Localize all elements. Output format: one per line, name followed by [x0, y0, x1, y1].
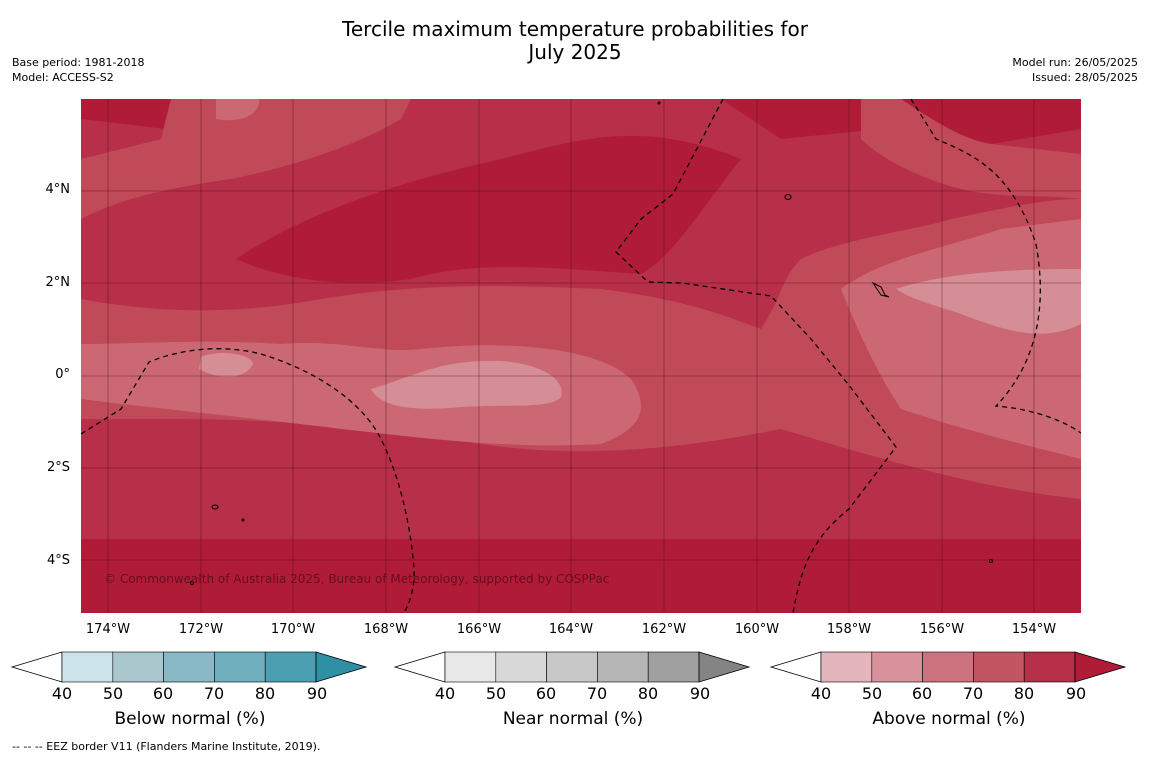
- lon-label-172w: 172°W: [178, 622, 224, 637]
- graticule: [81, 99, 1081, 613]
- lon-label-158w: 158°W: [826, 622, 872, 637]
- colorbar-above-swatches: [769, 651, 1127, 683]
- dark-tongue-north: [236, 135, 741, 283]
- colorbar-swatch: [264, 651, 317, 683]
- colorbar-above-normal: [769, 651, 1127, 683]
- colorbar-below-ticks: 40 50 60 70 80 90: [10, 684, 370, 704]
- colorbar-extend-low: [769, 651, 822, 683]
- lon-label-164w: 164°W: [548, 622, 594, 637]
- colorbar-extend-high: [698, 651, 751, 683]
- band-50-west-patch: [199, 353, 253, 377]
- base-period-text: Base period: 1981-2018: [12, 56, 145, 69]
- islands: [190, 101, 993, 585]
- colorbar-above-ticks: 40 50 60 70 80 90: [769, 684, 1129, 704]
- tick-label: 40: [810, 684, 832, 703]
- colorbar-below-normal: [10, 651, 368, 683]
- lon-label-168w: 168°W: [363, 622, 409, 637]
- lon-label-170w: 170°W: [270, 622, 316, 637]
- colorbar-swatch: [820, 651, 873, 683]
- tick-label: 70: [203, 684, 225, 703]
- tick-label: 80: [1013, 684, 1035, 703]
- tick-label: 70: [962, 684, 984, 703]
- tick-label: 90: [689, 684, 711, 703]
- colorbar-near-ticks: 40 50 60 70 80 90: [393, 684, 753, 704]
- colorbar-swatch: [444, 651, 497, 683]
- colorbar-swatch: [546, 651, 598, 683]
- map-title: Tercile maximum temperature probabilitie…: [0, 18, 1150, 64]
- band-70-northwest: [81, 99, 411, 219]
- probability-map: [81, 99, 1081, 613]
- tick-label: 40: [51, 684, 73, 703]
- tick-label: 50: [861, 684, 883, 703]
- colorbar-swatch: [61, 651, 114, 683]
- tick-label: 50: [102, 684, 124, 703]
- tick-label: 60: [535, 684, 557, 703]
- colorbar-above-label: Above normal (%): [872, 709, 1026, 729]
- colorbar-near-swatches: [393, 651, 751, 683]
- colorbar-near-normal: [393, 651, 751, 683]
- copyright-notice: © Commonwealth of Australia 2025, Bureau…: [104, 572, 610, 586]
- colorbar-near-label: Near normal (%): [502, 709, 644, 729]
- lon-label-174w: 174°W: [85, 622, 131, 637]
- lon-label-156w: 156°W: [919, 622, 965, 637]
- issued-text: Issued: 28/05/2025: [1031, 71, 1138, 84]
- tick-label: 60: [911, 684, 933, 703]
- colorbar-swatch: [973, 651, 1025, 683]
- colorbar-swatch: [1023, 651, 1076, 683]
- base-period-info: Base period: 1981-2018 Model: ACCESS-S2: [12, 55, 144, 85]
- tick-label: 90: [1065, 684, 1087, 703]
- lat-label-2n: 2°N: [45, 275, 71, 290]
- colorbar-swatch: [163, 651, 215, 683]
- model-text: Model: ACCESS-S2: [12, 71, 114, 84]
- colorbar-swatch: [647, 651, 700, 683]
- tick-label: 40: [434, 684, 456, 703]
- band-50-east-patch: [896, 269, 1081, 334]
- lon-label-160w: 160°W: [734, 622, 780, 637]
- lon-label-154w: 154°W: [1011, 622, 1057, 637]
- lat-label-2s: 2°S: [46, 460, 70, 475]
- lat-label-0: 0°: [55, 367, 70, 382]
- model-run-info: Model run: 26/05/2025 Issued: 28/05/2025: [1012, 55, 1138, 85]
- colorbar-extend-low: [10, 651, 63, 683]
- colorbar-below-label: Below normal (%): [114, 709, 266, 729]
- eez-footnote: -- -- -- EEZ border V11 (Flanders Marine…: [12, 740, 321, 753]
- colorbar-swatch: [495, 651, 547, 683]
- colorbar-swatch: [922, 651, 974, 683]
- lon-label-162w: 162°W: [641, 622, 687, 637]
- band-50-equator: [371, 360, 562, 409]
- model-run-text: Model run: 26/05/2025: [1012, 56, 1138, 69]
- colorbar-swatch: [597, 651, 649, 683]
- colorbar-swatch: [112, 651, 164, 683]
- lat-label-4s: 4°S: [46, 553, 70, 568]
- tick-label: 80: [254, 684, 276, 703]
- eez-borders: [81, 99, 1081, 613]
- band-60-north-patch: [216, 99, 260, 121]
- band-70-northeast: [861, 99, 1081, 199]
- tick-label: 50: [485, 684, 507, 703]
- lon-label-166w: 166°W: [456, 622, 502, 637]
- colorbar-extend-high: [1074, 651, 1127, 683]
- tick-label: 90: [306, 684, 328, 703]
- colorbar-below-swatches: [10, 651, 368, 683]
- colorbar-swatch: [871, 651, 923, 683]
- colorbar-extend-high: [315, 651, 368, 683]
- dark-corner-nw: [81, 99, 171, 129]
- tick-label: 60: [152, 684, 174, 703]
- title-line-2: July 2025: [528, 40, 622, 64]
- tick-label: 70: [586, 684, 608, 703]
- title-line-1: Tercile maximum temperature probabilitie…: [342, 17, 808, 41]
- colorbar-extend-low: [393, 651, 446, 683]
- colorbar-swatch: [214, 651, 266, 683]
- tick-label: 80: [637, 684, 659, 703]
- lat-label-4n: 4°N: [45, 182, 71, 197]
